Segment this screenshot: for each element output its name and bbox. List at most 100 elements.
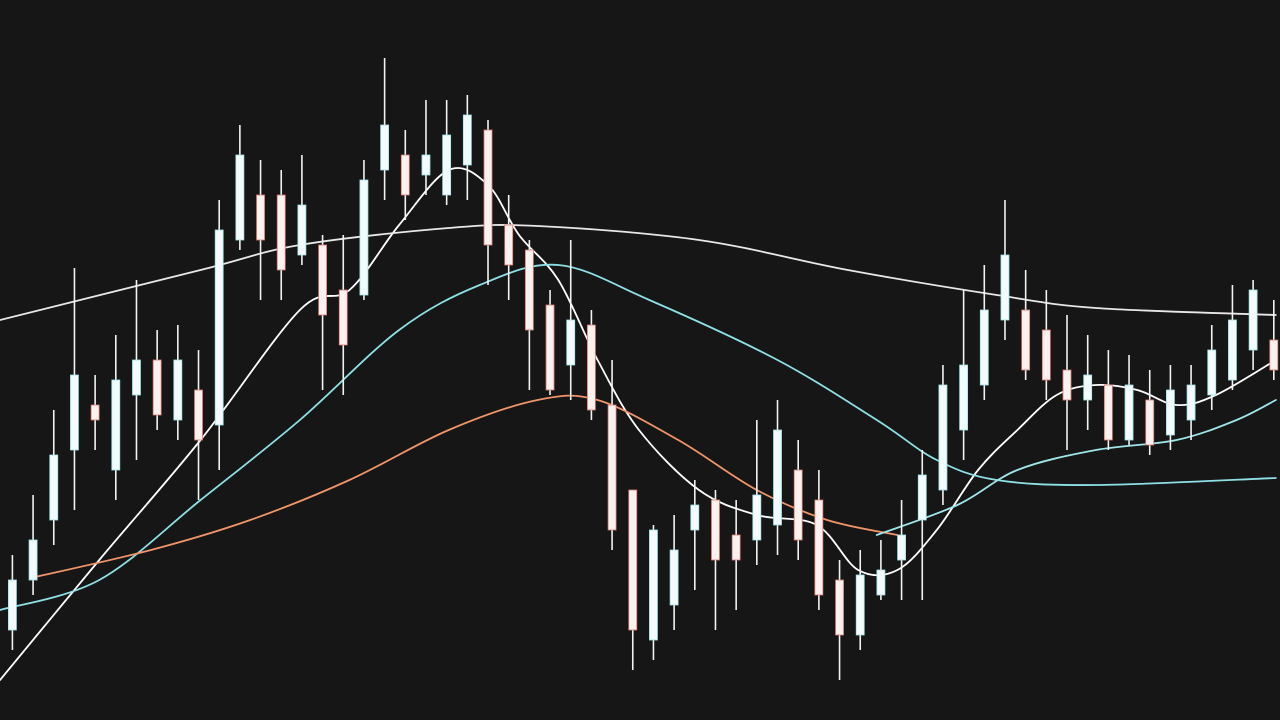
candle-body	[793, 469, 803, 541]
candle	[194, 350, 203, 500]
candles	[8, 58, 1279, 680]
candle-body	[979, 309, 989, 386]
candle-body	[1248, 289, 1258, 351]
candle	[1228, 285, 1237, 390]
candle-body	[276, 194, 286, 271]
candle-body	[1186, 384, 1196, 421]
candle	[1062, 315, 1072, 450]
candle-body	[400, 154, 410, 196]
candle-body	[835, 579, 844, 636]
candle	[1248, 280, 1258, 370]
candle	[1041, 290, 1051, 400]
candle-body	[338, 289, 348, 346]
candle-body	[483, 129, 493, 246]
candle-body	[1207, 349, 1217, 396]
candle	[545, 290, 555, 395]
candle	[152, 330, 162, 430]
candle-body	[90, 404, 100, 421]
moving-average-line-1	[0, 167, 1277, 681]
candle	[897, 500, 906, 600]
candle-body	[587, 324, 596, 411]
candle	[8, 555, 17, 650]
candle	[938, 365, 948, 505]
candle	[111, 335, 121, 500]
candle-body	[669, 549, 679, 606]
candle	[835, 560, 844, 680]
candle	[1186, 365, 1196, 440]
candle	[400, 130, 410, 220]
candle	[70, 268, 79, 510]
candle	[876, 540, 886, 600]
candle-body	[752, 494, 762, 541]
candle-body	[70, 374, 79, 451]
candle-body	[1124, 384, 1134, 441]
candle-body	[49, 454, 59, 521]
candle-body	[1021, 309, 1031, 371]
candle-body	[359, 179, 369, 296]
candle-body	[173, 359, 183, 421]
candle	[276, 170, 286, 300]
moving-average-line-4	[30, 394, 899, 579]
candle-body	[421, 154, 431, 176]
candle	[607, 360, 617, 550]
candle-body	[1145, 399, 1155, 446]
candle-body	[194, 389, 203, 441]
candle-body	[917, 474, 927, 521]
candle-body	[876, 569, 886, 596]
candle-body	[256, 194, 265, 241]
candle-body	[855, 574, 865, 636]
candle-body	[773, 429, 782, 526]
candle-body	[1083, 374, 1093, 401]
candle-body	[649, 529, 658, 641]
candle	[773, 400, 782, 555]
candle	[793, 440, 803, 560]
candle	[669, 515, 679, 630]
candle-body	[897, 534, 906, 561]
candle	[752, 420, 762, 565]
candle	[421, 100, 431, 195]
candle	[917, 450, 927, 600]
candle	[318, 235, 327, 390]
candle	[297, 155, 307, 265]
candle	[442, 100, 452, 205]
candle	[173, 325, 183, 440]
candle-body	[442, 134, 452, 196]
candle	[1166, 365, 1175, 450]
candle-body	[504, 224, 514, 266]
candle	[731, 500, 741, 610]
candle-body	[28, 539, 38, 581]
candle	[90, 375, 100, 450]
candle	[1000, 200, 1010, 340]
candle-body	[111, 379, 121, 471]
candle	[132, 280, 141, 460]
moving-average-line-5	[875, 399, 1277, 536]
candle-body	[938, 384, 948, 491]
candle	[628, 489, 638, 670]
candle	[380, 58, 390, 200]
candle-body	[1166, 389, 1175, 436]
candle-body	[132, 359, 141, 396]
candle	[49, 410, 59, 545]
candle-body	[524, 249, 534, 331]
candle	[690, 480, 700, 590]
candle-body	[235, 154, 245, 241]
candle	[1021, 270, 1031, 380]
candle	[1103, 350, 1113, 450]
candle-body	[152, 359, 162, 416]
candle	[214, 200, 224, 470]
candle	[359, 160, 369, 300]
candle-body	[1041, 329, 1051, 381]
candle	[235, 125, 245, 250]
candle	[1207, 325, 1217, 410]
candle	[959, 290, 969, 460]
candle-body	[628, 489, 638, 631]
candle	[649, 525, 658, 660]
candle	[814, 470, 824, 610]
candle-body	[607, 404, 617, 531]
candle	[566, 240, 576, 400]
candle-body	[711, 499, 720, 561]
candle	[1269, 300, 1279, 380]
candle-body	[214, 229, 224, 426]
candle-body	[731, 534, 741, 561]
